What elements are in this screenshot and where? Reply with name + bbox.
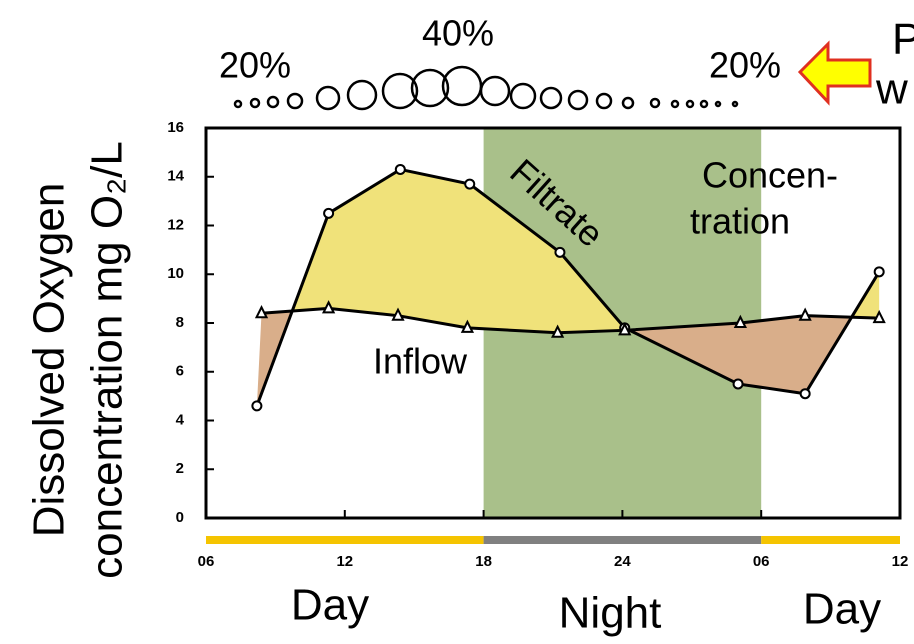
marker bbox=[465, 180, 474, 189]
x-tick-label: 18 bbox=[475, 553, 492, 570]
bubbles bbox=[235, 67, 737, 109]
series-label: Inflow bbox=[373, 341, 468, 382]
marker bbox=[257, 307, 267, 317]
period-label: Night bbox=[559, 589, 662, 638]
percentage: 20% bbox=[219, 45, 291, 86]
marker bbox=[801, 389, 810, 398]
y-tick-label: 4 bbox=[176, 411, 185, 428]
annotation: Concen- bbox=[702, 155, 838, 196]
y-tick-label: 2 bbox=[176, 460, 184, 477]
y-label: concentration mg O₂/L bbox=[83, 141, 132, 579]
page: 0246810121416061218240612 20% 40% 20% P … bbox=[0, 0, 914, 644]
cut-off-text: w bbox=[875, 65, 908, 114]
marker bbox=[252, 401, 261, 410]
period-label: Day bbox=[803, 585, 881, 634]
marker bbox=[800, 310, 810, 320]
marker bbox=[396, 165, 405, 174]
y-tick-label: 16 bbox=[167, 119, 184, 136]
y-tick-label: 6 bbox=[176, 363, 184, 380]
y-tick-label: 10 bbox=[167, 265, 184, 282]
x-tick-label: 12 bbox=[892, 553, 909, 570]
x-tick-label: 06 bbox=[753, 553, 770, 570]
period-label: Day bbox=[291, 581, 369, 630]
y-tick-label: 8 bbox=[176, 314, 184, 331]
marker bbox=[324, 209, 333, 218]
y-tick-label: 0 bbox=[176, 509, 184, 526]
chart: 0246810121416061218240612 20% 40% 20% P … bbox=[0, 0, 914, 644]
y-tick-label: 14 bbox=[167, 168, 184, 185]
x-tick-label: 12 bbox=[336, 553, 353, 570]
marker bbox=[555, 248, 564, 257]
arrow bbox=[800, 44, 870, 102]
cut-off-text: P bbox=[892, 15, 914, 64]
x-tick-label: 24 bbox=[614, 553, 631, 570]
percentage: 20% bbox=[709, 45, 781, 86]
y-label: Dissolved Oxygen bbox=[25, 183, 74, 538]
y-tick-label: 12 bbox=[167, 216, 184, 233]
marker bbox=[734, 379, 743, 388]
annotation: tration bbox=[690, 201, 790, 242]
x-tick-label: 06 bbox=[198, 553, 215, 570]
percentage: 40% bbox=[422, 13, 494, 54]
marker bbox=[875, 267, 884, 276]
